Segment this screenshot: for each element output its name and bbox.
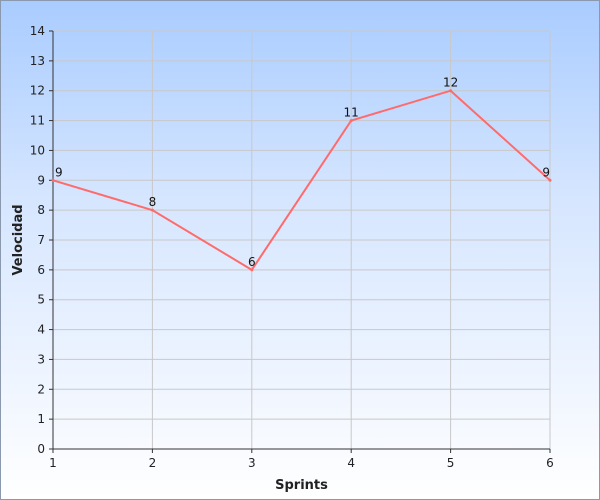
y-tick-label-11: 11 [30, 114, 45, 128]
data-label-1: 9 [55, 165, 63, 179]
y-tick-label-5: 5 [37, 293, 45, 307]
x-tick-label-2: 2 [149, 456, 157, 470]
series [51, 89, 552, 272]
y-tick-label-3: 3 [37, 352, 45, 366]
x-tick-label-3: 3 [248, 456, 256, 470]
data-point-1 [51, 178, 55, 182]
data-label-3: 6 [248, 255, 256, 269]
y-tick-label-12: 12 [30, 84, 45, 98]
data-labels: 9 8 6 11 12 9 [55, 76, 550, 269]
y-tick-label-6: 6 [37, 263, 45, 277]
data-point-3 [250, 268, 254, 272]
y-tick-label-2: 2 [37, 382, 45, 396]
data-label-5: 12 [443, 76, 458, 90]
data-label-4: 11 [344, 106, 359, 120]
axes [49, 30, 551, 453]
data-point-2 [150, 208, 154, 212]
x-tick-label-4: 4 [347, 456, 355, 470]
grid [52, 30, 551, 450]
y-tick-label-10: 10 [30, 143, 45, 157]
x-tick-label-6: 6 [546, 456, 554, 470]
data-point-5 [449, 89, 453, 93]
series-line-0 [52, 89, 551, 272]
y-tick-label-13: 13 [30, 54, 45, 68]
data-label-6: 9 [542, 165, 550, 179]
y-tick-label-4: 4 [37, 323, 45, 337]
y-tick-label-0: 0 [37, 442, 45, 456]
y-tick-label-9: 9 [37, 173, 45, 187]
data-point-6 [548, 178, 552, 182]
data-point-4 [349, 119, 353, 123]
x-tick-label-5: 5 [447, 456, 455, 470]
x-axis-title: Sprints [275, 478, 328, 493]
y-tick-label-7: 7 [37, 233, 45, 247]
y-tick-label-8: 8 [37, 203, 45, 217]
y-axis-title: Velocidad [11, 204, 26, 275]
y-tick-label-14: 14 [30, 24, 45, 38]
data-label-2: 8 [149, 195, 157, 209]
y-tick-label-1: 1 [37, 412, 45, 426]
x-tick-label-1: 1 [49, 456, 57, 470]
